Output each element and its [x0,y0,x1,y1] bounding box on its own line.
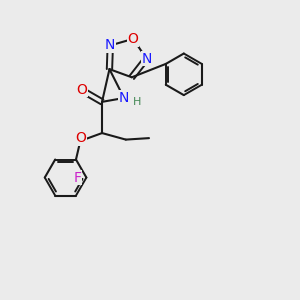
Text: N: N [119,91,129,105]
Text: N: N [105,38,116,52]
Text: F: F [74,170,82,184]
Text: O: O [75,131,86,145]
Text: N: N [141,52,152,66]
Text: O: O [76,83,88,97]
Text: H: H [133,97,142,106]
Text: O: O [128,32,139,46]
